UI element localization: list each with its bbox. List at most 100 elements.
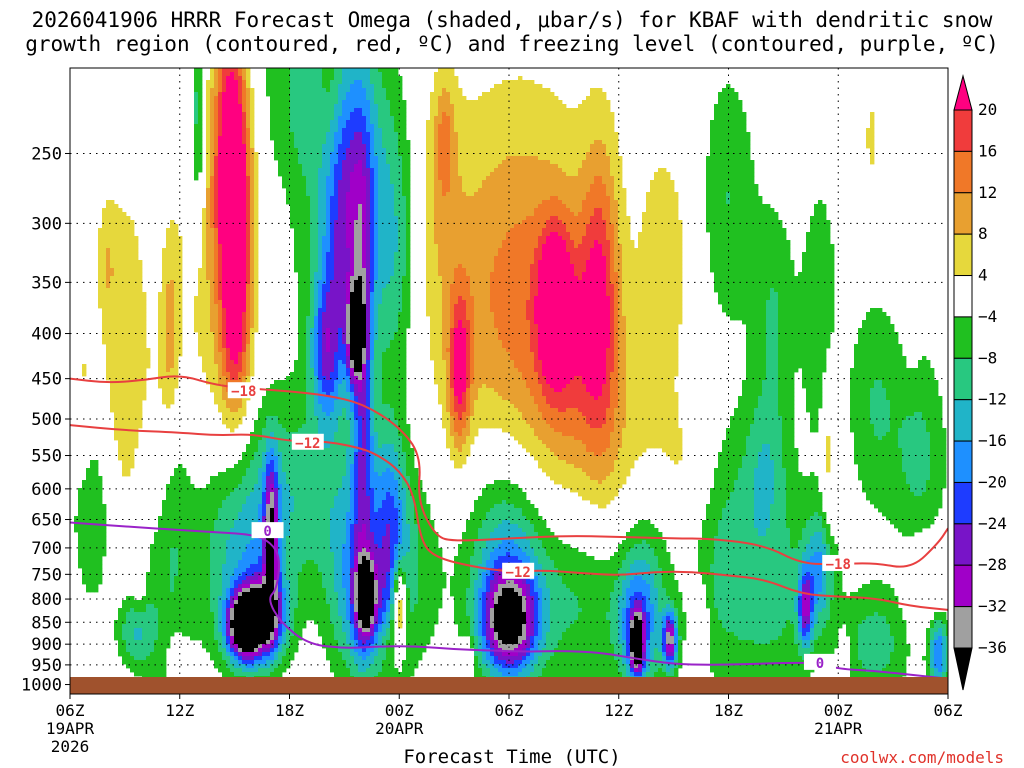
omega-cell <box>498 232 503 237</box>
omega-cell <box>230 200 235 205</box>
omega-cell <box>290 120 295 125</box>
omega-cell <box>374 88 379 93</box>
omega-cell <box>566 208 571 213</box>
omega-cell <box>358 244 363 249</box>
omega-cell <box>542 208 547 213</box>
omega-cell <box>358 168 363 173</box>
omega-cell <box>274 68 279 73</box>
omega-cell <box>214 128 219 133</box>
omega-cell <box>570 220 575 225</box>
omega-cell <box>502 204 507 209</box>
omega-cell <box>614 160 619 165</box>
omega-cell <box>542 156 547 161</box>
omega-cell <box>370 204 375 209</box>
omega-cell <box>310 172 315 177</box>
omega-cell <box>250 172 255 177</box>
omega-cell <box>426 208 431 213</box>
omega-cell <box>346 152 351 157</box>
omega-cell <box>274 80 279 85</box>
omega-cell <box>730 152 735 157</box>
omega-cell <box>438 92 443 97</box>
omega-cell <box>398 240 403 245</box>
omega-cell <box>386 188 391 193</box>
omega-cell <box>570 152 575 157</box>
omega-cell <box>342 124 347 129</box>
omega-cell <box>286 196 291 201</box>
omega-cell <box>402 144 407 149</box>
omega-cell <box>550 140 555 145</box>
omega-cell <box>514 196 519 201</box>
omega-cell <box>362 116 367 121</box>
omega-cell <box>402 240 407 245</box>
omega-cell <box>306 152 311 157</box>
omega-cell <box>594 180 599 185</box>
omega-cell <box>210 68 215 73</box>
omega-cell <box>530 216 535 221</box>
omega-cell <box>318 76 323 81</box>
omega-cell <box>206 80 211 85</box>
omega-cell <box>458 104 463 109</box>
omega-cell <box>734 160 739 165</box>
omega-cell <box>370 108 375 113</box>
omega-cell <box>502 236 507 241</box>
omega-cell <box>746 188 751 193</box>
omega-cell <box>194 96 199 101</box>
omega-cell <box>458 140 463 145</box>
omega-cell <box>538 88 543 93</box>
omega-cell <box>654 208 659 213</box>
omega-cell <box>762 248 767 253</box>
omega-cell <box>482 220 487 225</box>
omega-cell <box>678 220 683 225</box>
omega-cell <box>134 236 139 241</box>
omega-cell <box>390 172 395 177</box>
omega-cell <box>594 124 599 129</box>
omega-cell <box>194 92 199 97</box>
omega-cell <box>334 220 339 225</box>
omega-cell <box>574 244 579 249</box>
omega-cell <box>610 240 615 245</box>
omega-cell <box>506 128 511 133</box>
omega-cell <box>398 236 403 241</box>
omega-cell <box>610 164 615 169</box>
omega-cell <box>754 216 759 221</box>
omega-cell <box>782 244 787 249</box>
omega-cell <box>234 68 239 73</box>
omega-cell <box>578 132 583 137</box>
omega-cell <box>282 180 287 185</box>
omega-cell <box>302 208 307 213</box>
omega-cell <box>750 200 755 205</box>
omega-cell <box>570 168 575 173</box>
omega-cell <box>498 192 503 197</box>
omega-cell <box>382 132 387 137</box>
omega-cell <box>226 96 231 101</box>
omega-cell <box>710 196 715 201</box>
omega-cell <box>494 112 499 117</box>
omega-cell <box>362 244 367 249</box>
omega-cell <box>366 232 371 237</box>
omega-cell <box>234 164 239 169</box>
omega-cell <box>518 164 523 169</box>
omega-cell <box>738 164 743 169</box>
omega-cell <box>342 188 347 193</box>
omega-cell <box>486 168 491 173</box>
omega-cell <box>294 204 299 209</box>
omega-cell <box>430 112 435 117</box>
omega-cell <box>402 236 407 241</box>
omega-cell <box>446 88 451 93</box>
omega-cell <box>194 160 199 165</box>
omega-cell <box>402 180 407 185</box>
omega-cell <box>230 236 235 241</box>
omega-cell <box>454 76 459 81</box>
omega-cell <box>542 244 547 249</box>
omega-cell <box>526 80 531 85</box>
omega-cell <box>394 120 399 125</box>
omega-cell <box>298 120 303 125</box>
omega-cell <box>382 196 387 201</box>
omega-cell <box>438 160 443 165</box>
omega-cell <box>554 248 559 253</box>
omega-cell <box>538 96 543 101</box>
omega-cell <box>502 84 507 89</box>
omega-cell <box>206 140 211 145</box>
omega-cell <box>398 168 403 173</box>
omega-cell <box>290 204 295 209</box>
